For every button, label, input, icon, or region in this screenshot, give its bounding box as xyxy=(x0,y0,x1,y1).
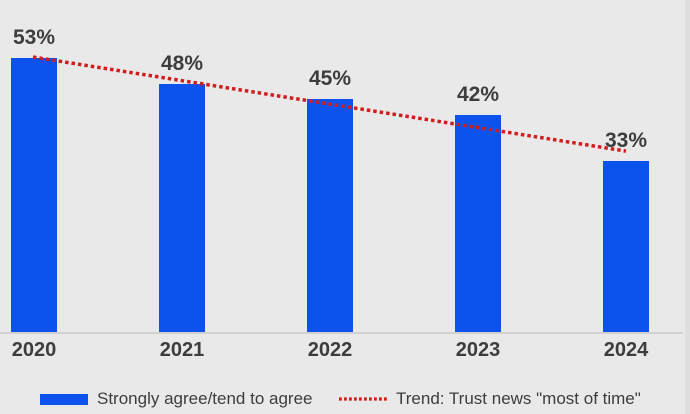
x-axis-label-2024: 2024 xyxy=(603,339,649,361)
legend-item-strongly-agree[interactable]: Strongly agree/tend to agree xyxy=(40,389,313,408)
legend-trend-label: Trend: Trust news "most of time" xyxy=(396,389,641,408)
legend-dotted-line-icon xyxy=(339,397,388,401)
right-edge-strip xyxy=(685,0,690,414)
bar-group-2023: 42% xyxy=(455,84,501,332)
x-axis-line xyxy=(0,332,683,334)
bar-value-label: 48% xyxy=(160,51,204,75)
legend-bar-swatch-icon xyxy=(40,393,88,405)
bar-2024[interactable] xyxy=(603,161,649,332)
x-axis-label-2020: 2020 xyxy=(11,339,57,361)
bar-2023[interactable] xyxy=(455,114,501,332)
bar-group-2022: 45% xyxy=(307,68,353,332)
bar-group-2021: 48% xyxy=(159,53,205,332)
bar-2022[interactable] xyxy=(307,99,353,332)
bar-2020[interactable] xyxy=(11,58,57,332)
legend-bar-label: Strongly agree/tend to agree xyxy=(97,389,313,408)
bar-group-2020: 53% xyxy=(11,27,57,332)
bar-value-label: 53% xyxy=(12,26,56,49)
bar-group-2024: 33% xyxy=(603,130,649,332)
bar-value-label: 42% xyxy=(456,82,500,106)
x-axis-label-2023: 2023 xyxy=(455,339,501,361)
legend-item-trend[interactable]: Trend: Trust news "most of time" xyxy=(338,389,641,408)
x-axis-label-2021: 2021 xyxy=(159,339,205,361)
bar-value-label: 45% xyxy=(308,67,352,91)
x-axis-label-2022: 2022 xyxy=(307,339,353,361)
bar-2021[interactable] xyxy=(159,83,205,332)
bar-value-label: 33% xyxy=(604,129,648,153)
